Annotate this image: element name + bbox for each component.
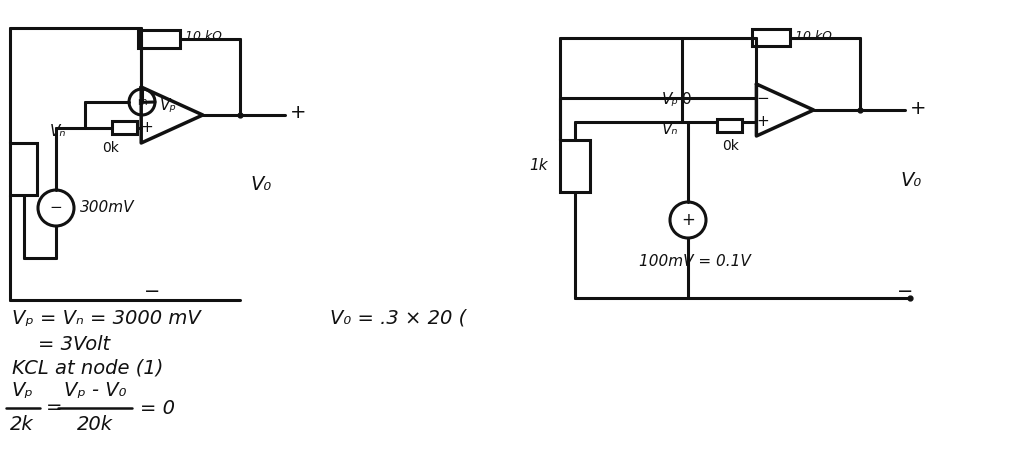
- Text: +: +: [290, 102, 306, 122]
- Text: +: +: [910, 99, 927, 118]
- Text: 100mV = 0.1V: 100mV = 0.1V: [639, 254, 751, 269]
- Text: m: m: [137, 97, 146, 107]
- Text: Vₚ: Vₚ: [160, 97, 177, 112]
- Text: 1k: 1k: [529, 158, 548, 173]
- Text: 10 kΩ: 10 kΩ: [795, 30, 831, 42]
- Text: 300mV: 300mV: [80, 201, 134, 216]
- Text: −: −: [897, 282, 913, 301]
- Bar: [752, 29, 790, 46]
- Text: V₀ = .3 × 20 (: V₀ = .3 × 20 (: [330, 308, 466, 328]
- Text: = 3Volt: = 3Volt: [38, 335, 111, 353]
- Text: Vₚ = Vₙ = 3000 mV: Vₚ = Vₙ = 3000 mV: [12, 308, 201, 328]
- Text: −: −: [141, 95, 154, 110]
- Bar: [138, 30, 180, 48]
- Text: +: +: [681, 211, 695, 229]
- Text: 10 kΩ: 10 kΩ: [185, 31, 222, 44]
- Text: = 0: = 0: [140, 399, 175, 417]
- Text: +: +: [756, 114, 769, 129]
- Text: 0k: 0k: [102, 141, 119, 155]
- Bar: [560, 140, 590, 192]
- Text: Vₚ: Vₚ: [11, 382, 33, 400]
- Text: V₀: V₀: [900, 171, 922, 189]
- Text: Vₙ: Vₙ: [50, 125, 67, 140]
- Text: V₀: V₀: [250, 175, 271, 195]
- Text: −: −: [143, 282, 160, 301]
- Text: Vₚ - V₀: Vₚ - V₀: [63, 382, 126, 400]
- Text: KCL at node (1): KCL at node (1): [12, 359, 164, 377]
- Bar: [717, 119, 742, 132]
- Text: −: −: [49, 201, 62, 216]
- Text: +: +: [141, 120, 154, 135]
- Text: 2k: 2k: [10, 415, 34, 434]
- Text: 20k: 20k: [77, 415, 113, 434]
- Text: =: =: [46, 399, 62, 417]
- Text: Vₙ: Vₙ: [662, 123, 679, 138]
- Text: 0k: 0k: [722, 139, 739, 153]
- Bar: [10, 143, 37, 195]
- Text: Vₚ: Vₚ: [662, 93, 679, 108]
- Text: −: −: [756, 91, 769, 106]
- Text: 0: 0: [682, 93, 691, 108]
- Bar: [112, 121, 137, 134]
